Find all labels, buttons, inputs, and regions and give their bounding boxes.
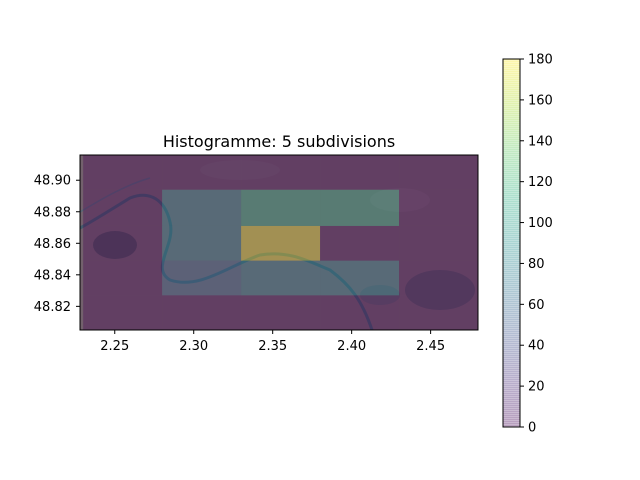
- colorbar-stripes: [503, 59, 520, 427]
- y-axis: 48.82 48.84 48.86 48.88 48.90: [34, 174, 80, 315]
- heatmap-cells: [83, 155, 478, 330]
- x-tick-label: 2.35: [258, 339, 287, 354]
- heatmap-cell: [162, 155, 242, 190]
- heatmap-cell: [83, 189, 163, 226]
- heatmap-cell: [399, 225, 478, 261]
- heatmap-cell: [83, 260, 163, 296]
- colorbar-tick-label: 160: [528, 93, 553, 108]
- heatmap-cell: [83, 225, 163, 261]
- colorbar-frame: [502, 58, 521, 428]
- colorbar-tick-label: 20: [528, 380, 545, 395]
- chart-title: Histogramme: 5 subdivisions: [163, 132, 395, 151]
- y-tick-label: 48.90: [34, 174, 71, 189]
- heatmap-cell: [162, 189, 242, 226]
- heatmap-cell: [241, 295, 321, 330]
- heatmap-cell: [241, 155, 321, 190]
- x-tick-label: 2.40: [337, 339, 366, 354]
- colorbar-tick-label: 120: [528, 175, 553, 190]
- heatmap-cell: [241, 260, 321, 296]
- heatmap-cell: [83, 295, 163, 330]
- heatmap-cell: [399, 155, 478, 190]
- heatmap-cell: [399, 260, 478, 296]
- heatmap-cell: [162, 295, 242, 330]
- colorbar-tick-label: 140: [528, 134, 553, 149]
- colorbar-ticks: 0 20 40 60 80 100 120 140 160 180: [520, 53, 553, 436]
- heatmap-cell: [83, 155, 163, 190]
- satellite-map-background: [80, 155, 478, 330]
- heatmap-cell: [320, 260, 400, 296]
- x-tick-label: 2.45: [416, 339, 445, 354]
- colorbar-tick-label: 40: [528, 339, 545, 354]
- heatmap-cell: [162, 225, 242, 261]
- x-tick-label: 2.30: [179, 339, 208, 354]
- y-tick-label: 48.82: [34, 300, 71, 315]
- colorbar: 0 20 40 60 80 100 120 140 160 180: [502, 53, 553, 436]
- colorbar-tick-label: 80: [528, 257, 545, 272]
- colorbar-tick-label: 180: [528, 53, 553, 68]
- heatmap-cell: [399, 189, 478, 226]
- heatmap-cell: [320, 225, 400, 261]
- heatmap-cell: [241, 225, 321, 261]
- y-tick-label: 48.86: [34, 237, 71, 252]
- x-axis: 2.25 2.30 2.35 2.40 2.45: [100, 330, 445, 354]
- heatmap-cell: [162, 260, 242, 296]
- heatmap-cell: [320, 155, 400, 190]
- heatmap-cell: [241, 189, 321, 226]
- x-tick-label: 2.25: [100, 339, 129, 354]
- y-tick-label: 48.88: [34, 205, 71, 220]
- y-tick-label: 48.84: [34, 268, 71, 283]
- heatmap-cell: [399, 295, 478, 330]
- colorbar-tick-label: 60: [528, 298, 545, 313]
- heatmap-cell: [320, 189, 400, 226]
- colorbar-tick-label: 0: [528, 421, 536, 436]
- colorbar-tick-label: 100: [528, 216, 553, 231]
- heatmap-cell: [320, 295, 400, 330]
- plot-frame: [79, 154, 479, 331]
